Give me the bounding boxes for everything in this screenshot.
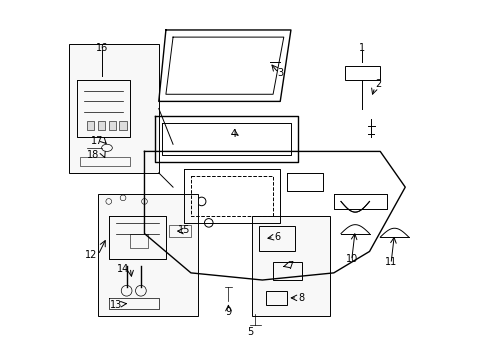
Text: 16: 16: [95, 43, 107, 53]
Bar: [169, 225, 190, 237]
Bar: [80, 157, 130, 166]
Bar: [251, 216, 329, 316]
Bar: [98, 121, 105, 130]
Bar: [344, 66, 380, 80]
Bar: [130, 234, 148, 248]
Text: 12: 12: [84, 250, 97, 260]
Text: 9: 9: [225, 307, 231, 317]
Bar: [69, 44, 159, 173]
Text: 6: 6: [274, 232, 281, 242]
Text: 10: 10: [345, 253, 357, 264]
Bar: [272, 262, 301, 280]
Text: 8: 8: [298, 293, 304, 303]
Text: 17: 17: [91, 136, 103, 146]
Bar: [98, 194, 198, 316]
Text: 14: 14: [117, 264, 129, 274]
Text: 2: 2: [375, 78, 381, 89]
Text: 1: 1: [359, 43, 365, 53]
Text: 7: 7: [287, 261, 293, 271]
Text: 5: 5: [246, 327, 252, 337]
Bar: [265, 291, 287, 305]
Text: 13: 13: [109, 300, 122, 310]
Text: 11: 11: [384, 257, 396, 267]
Text: 3: 3: [277, 68, 283, 78]
Bar: [258, 226, 294, 251]
Text: 18: 18: [87, 150, 100, 160]
Bar: [108, 121, 116, 130]
Text: 4: 4: [230, 129, 236, 139]
Text: 15: 15: [177, 225, 189, 235]
Bar: [87, 121, 94, 130]
Bar: [119, 121, 126, 130]
